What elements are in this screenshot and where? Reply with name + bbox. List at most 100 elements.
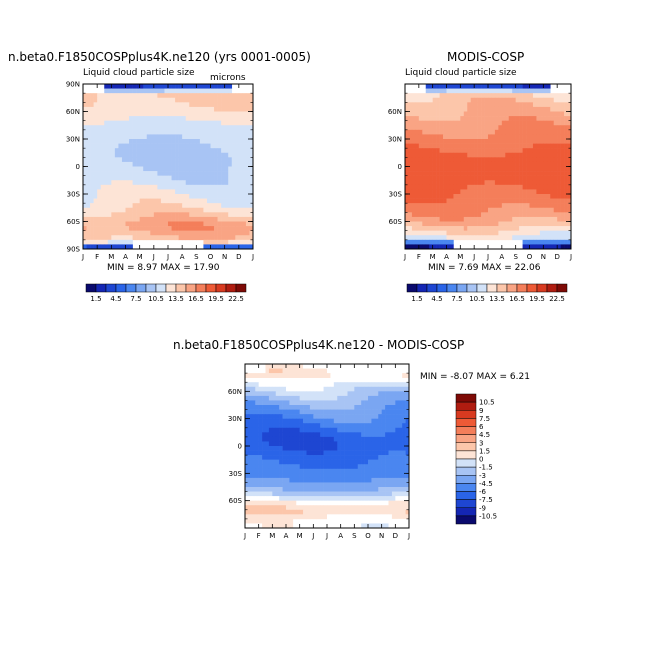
heatmap-cell [398, 418, 403, 424]
heatmap-cell [532, 226, 537, 231]
heatmap-cell [316, 473, 321, 479]
heatmap-cell [143, 216, 148, 222]
heatmap-cell [460, 226, 465, 231]
heatmap-cell [258, 459, 263, 465]
heatmap-cell [182, 148, 187, 154]
heatmap-cell [258, 432, 263, 438]
heatmap-cell [477, 106, 482, 112]
heatmap-cell [378, 409, 382, 415]
heatmap-cell [279, 395, 283, 401]
heatmap-cell [210, 148, 215, 154]
heatmap-cell [456, 148, 461, 154]
heatmap-cell [125, 129, 130, 135]
heatmap-cell [118, 88, 123, 94]
heatmap-cell [228, 129, 233, 135]
heatmap-cell [228, 152, 233, 158]
heatmap-cell [519, 216, 523, 222]
heatmap-cell [381, 473, 386, 479]
heatmap-cell [111, 152, 116, 158]
heatmap-cell [449, 97, 454, 103]
heatmap-cell [245, 505, 249, 511]
heatmap-cell [282, 382, 287, 388]
heatmap-cell [231, 226, 236, 231]
heatmap-cell [505, 148, 510, 154]
heatmap-cell [203, 244, 208, 250]
heatmap-cell [463, 175, 468, 181]
heatmap-cell [196, 161, 201, 167]
heatmap-cell [402, 395, 406, 401]
heatmap-cell [272, 446, 277, 451]
heatmap-cell [210, 157, 215, 163]
heatmap-cell [289, 409, 294, 415]
heatmap-cell [192, 180, 197, 186]
heatmap-cell [564, 161, 568, 167]
heatmap-cell [505, 97, 510, 103]
heatmap-cell [350, 395, 355, 401]
heatmap-cell [153, 88, 158, 94]
heatmap-cell [449, 203, 454, 209]
heatmap-cell [361, 477, 365, 483]
heatmap-cell [443, 184, 447, 190]
heatmap-cell [491, 161, 496, 167]
heatmap-cell [381, 505, 386, 511]
heatmap-cell [182, 106, 187, 112]
heatmap-cell [286, 496, 290, 501]
heatmap-cell [275, 496, 280, 501]
heatmap-cell [539, 221, 544, 227]
heatmap-cell [526, 203, 530, 209]
heatmap-cell [255, 395, 259, 401]
heatmap-cell [422, 194, 427, 199]
heatmap-cell [501, 120, 506, 126]
heatmap-cell [519, 189, 523, 195]
heatmap-cell [368, 441, 372, 447]
heatmap-cell [265, 455, 270, 460]
heatmap-cell [114, 161, 119, 167]
heatmap-cell [381, 427, 386, 433]
heatmap-cell [93, 102, 98, 108]
heatmap-cell [175, 212, 179, 218]
heatmap-cell [357, 373, 362, 378]
heatmap-cell [344, 441, 348, 447]
heatmap-cell [203, 161, 208, 167]
heatmap-cell [272, 477, 277, 483]
heatmap-cell [350, 477, 355, 483]
heatmap-cell [86, 129, 91, 135]
heatmap-cell [221, 93, 225, 99]
heatmap-cell [474, 134, 478, 140]
heatmap-cell [272, 427, 277, 433]
heatmap-cell [245, 391, 249, 397]
heatmap-cell [519, 184, 523, 190]
heatmap-cell [146, 212, 151, 218]
heatmap-cell [501, 175, 506, 181]
heatmap-cell [286, 482, 290, 488]
heatmap-cell [560, 239, 565, 245]
heatmap-cell [557, 180, 561, 186]
heatmap-cell [83, 97, 87, 103]
heatmap-cell [567, 157, 572, 163]
heatmap-cell [546, 221, 551, 227]
heatmap-cell [282, 391, 287, 397]
heatmap-cell [196, 129, 201, 135]
heatmap-cell [494, 97, 499, 103]
heatmap-cell [439, 171, 444, 176]
heatmap-cell [139, 194, 144, 199]
heatmap-cell [157, 106, 162, 112]
heatmap-cell [340, 432, 345, 438]
heatmap-cell [553, 226, 558, 231]
heatmap-cell [231, 203, 236, 209]
heatmap-cell [522, 152, 527, 158]
heatmap-cell [153, 120, 158, 126]
heatmap-cell [425, 171, 430, 176]
heatmap-cell [368, 368, 372, 374]
heatmap-cell [432, 139, 437, 144]
heatmap-cell [245, 450, 249, 456]
heatmap-cell [526, 139, 530, 144]
heatmap-cell [463, 157, 468, 163]
heatmap-cell [488, 171, 492, 176]
heatmap-cell [168, 203, 172, 209]
heatmap-cell [371, 423, 376, 429]
heatmap-cell [129, 102, 133, 108]
heatmap-cell [350, 423, 355, 429]
heatmap-cell [251, 464, 256, 470]
heatmap-cell [453, 221, 458, 227]
